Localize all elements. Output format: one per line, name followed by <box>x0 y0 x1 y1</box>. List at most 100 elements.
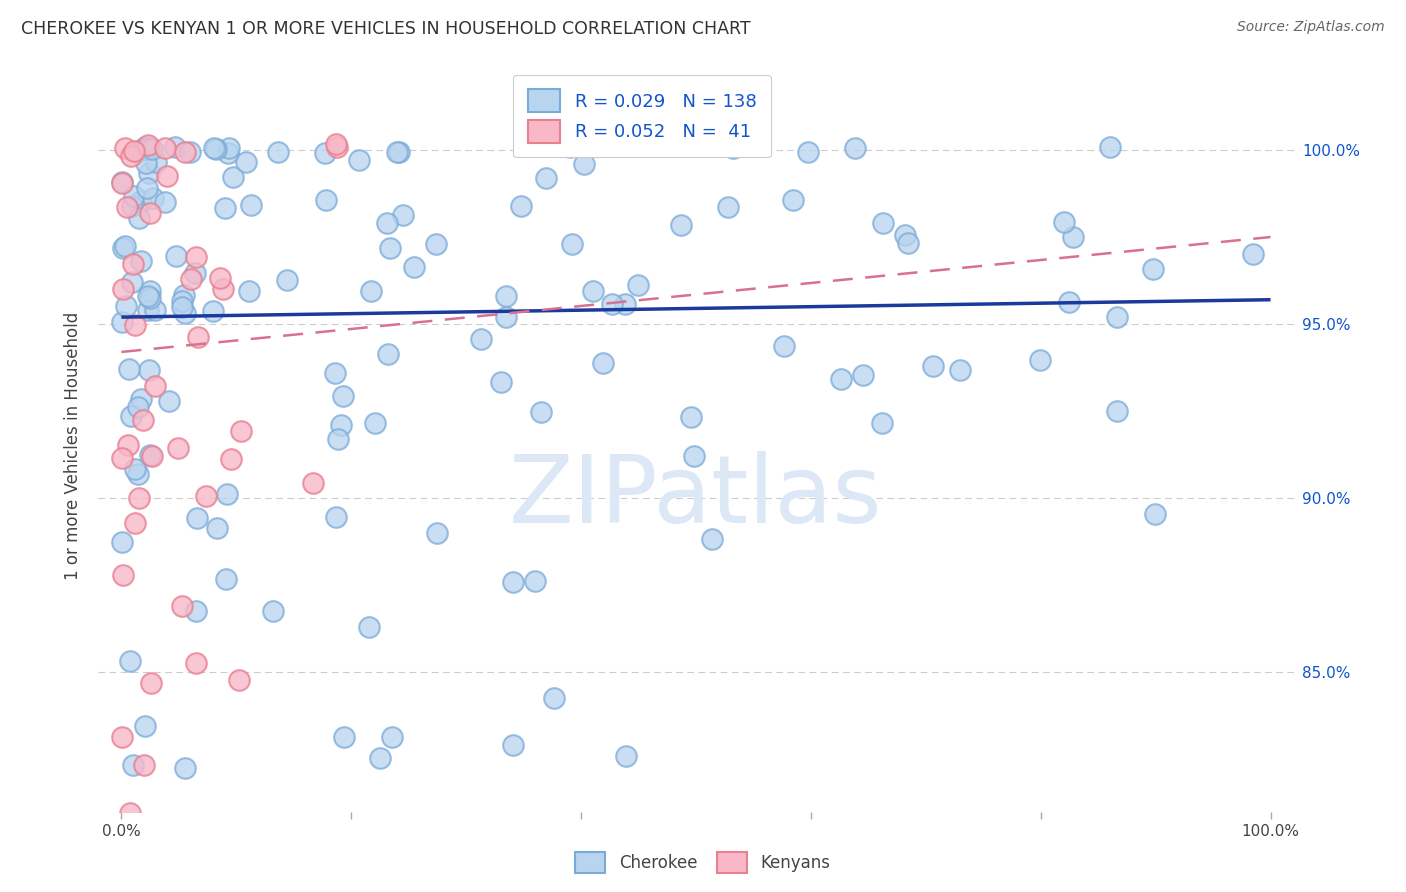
Point <box>215 487 238 501</box>
Point <box>669 218 692 232</box>
Point <box>202 141 225 155</box>
Point <box>333 730 356 744</box>
Point <box>572 157 595 171</box>
Point <box>558 139 581 153</box>
Point <box>194 489 217 503</box>
Point <box>229 424 252 438</box>
Point <box>202 303 225 318</box>
Point <box>870 417 893 431</box>
Point <box>114 141 136 155</box>
Point <box>215 572 238 586</box>
Point <box>121 409 143 424</box>
Point <box>136 142 159 156</box>
Point <box>127 144 149 158</box>
Point <box>872 215 894 229</box>
Point <box>1053 215 1076 229</box>
Point <box>1057 294 1080 309</box>
Point <box>773 339 796 353</box>
Point <box>129 392 152 406</box>
Point <box>173 761 195 775</box>
Point <box>782 193 804 207</box>
Point <box>238 284 260 298</box>
Point <box>679 409 702 424</box>
Point <box>402 260 425 274</box>
Point <box>184 657 207 671</box>
Point <box>166 442 188 456</box>
Y-axis label: 1 or more Vehicles in Household: 1 or more Vehicles in Household <box>63 312 82 580</box>
Point <box>129 194 152 208</box>
Point <box>315 193 337 207</box>
Point <box>543 690 565 705</box>
Point <box>114 239 136 253</box>
Point <box>221 169 243 184</box>
Point <box>139 291 162 305</box>
Point <box>627 278 650 293</box>
Point <box>326 140 349 154</box>
Point <box>207 521 229 535</box>
Point <box>128 211 150 226</box>
Point <box>173 305 195 319</box>
Point <box>145 155 167 169</box>
Legend: R = 0.029   N = 138, R = 0.052   N =  41: R = 0.029 N = 138, R = 0.052 N = 41 <box>513 75 770 157</box>
Point <box>139 448 162 462</box>
Point <box>377 347 399 361</box>
Point <box>349 153 371 168</box>
Point <box>184 604 207 618</box>
Point <box>163 140 186 154</box>
Point <box>128 491 150 505</box>
Point <box>524 574 547 588</box>
Point <box>721 141 744 155</box>
Point <box>132 757 155 772</box>
Point <box>111 175 134 189</box>
Point <box>173 288 195 302</box>
Point <box>172 300 194 314</box>
Point <box>368 750 391 764</box>
Point <box>217 146 239 161</box>
Point <box>142 191 165 205</box>
Point <box>582 284 605 298</box>
Point <box>121 758 143 772</box>
Point <box>111 730 134 744</box>
Point <box>129 254 152 268</box>
Legend: Cherokee, Kenyans: Cherokee, Kenyans <box>569 846 837 880</box>
Point <box>138 206 160 220</box>
Point <box>170 293 193 308</box>
Point <box>115 299 138 313</box>
Point <box>378 241 401 255</box>
Point <box>172 599 194 613</box>
Point <box>381 730 404 744</box>
Point <box>112 867 135 881</box>
Point <box>360 285 382 299</box>
Point <box>425 236 447 251</box>
Point <box>141 449 163 463</box>
Point <box>425 525 447 540</box>
Point <box>134 719 156 733</box>
Point <box>121 199 143 213</box>
Point <box>228 673 250 687</box>
Point <box>510 199 533 213</box>
Point <box>153 195 176 210</box>
Point <box>111 568 134 582</box>
Point <box>184 250 207 264</box>
Point <box>211 282 233 296</box>
Point <box>600 297 623 311</box>
Point <box>897 235 920 250</box>
Point <box>332 389 354 403</box>
Point <box>325 137 347 152</box>
Point <box>1241 247 1264 261</box>
Point <box>301 476 323 491</box>
Point <box>218 141 240 155</box>
Point <box>328 432 350 446</box>
Point <box>117 437 139 451</box>
Point <box>262 604 284 618</box>
Point <box>385 145 408 159</box>
Point <box>138 166 160 180</box>
Point <box>470 332 492 346</box>
Point <box>111 315 134 329</box>
Point <box>717 200 740 214</box>
Point <box>921 359 943 374</box>
Point <box>1142 261 1164 276</box>
Point <box>111 177 134 191</box>
Point <box>120 149 142 163</box>
Point <box>325 366 347 380</box>
